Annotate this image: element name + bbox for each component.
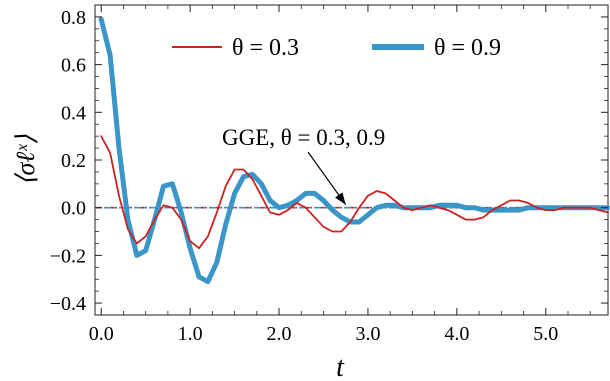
x-tick-label: 0.0 — [89, 323, 114, 345]
legend-label-theta-0-3: θ = 0.3 — [232, 35, 299, 61]
x-tick-label: 1.0 — [178, 323, 203, 345]
y-tick-label: 0.8 — [61, 7, 86, 29]
x-axis-title: t — [336, 352, 345, 381]
y-tick-label: 0.6 — [61, 55, 86, 77]
y-axis-title: ⟨σℓˣ⟩ — [11, 134, 40, 185]
legend-label-theta-0-9: θ = 0.9 — [434, 35, 501, 61]
ticks-layer: 0.0 1.0 2.0 3.0 4.0 5.0 −0.4 −0.2 0.0 0.2 0.4 0.6 0.… — [50, 5, 608, 345]
series-line-0 — [100, 135, 609, 250]
x-tick-label: 4.0 — [444, 323, 469, 345]
x-tick-label: 5.0 — [533, 323, 558, 345]
x-tick-label: 2.0 — [267, 323, 292, 345]
y-tick-label: 0.4 — [61, 102, 86, 124]
annotation-arrow — [307, 151, 347, 206]
y-tick-label: −0.2 — [50, 245, 86, 267]
annotation-gge: GGE, θ = 0.3, 0.9 — [222, 125, 385, 150]
series-layer — [98, 16, 610, 285]
y-tick-label: 0.0 — [61, 198, 86, 220]
series-line-1 — [98, 16, 610, 285]
legend: θ = 0.3 θ = 0.9 — [172, 35, 501, 61]
annotation-arrow-head — [335, 192, 346, 205]
y-tick-label: −0.4 — [50, 293, 86, 315]
y-tick-label: 0.2 — [61, 150, 86, 172]
plot-frame — [94, 4, 609, 316]
x-tick-label: 3.0 — [355, 323, 380, 345]
